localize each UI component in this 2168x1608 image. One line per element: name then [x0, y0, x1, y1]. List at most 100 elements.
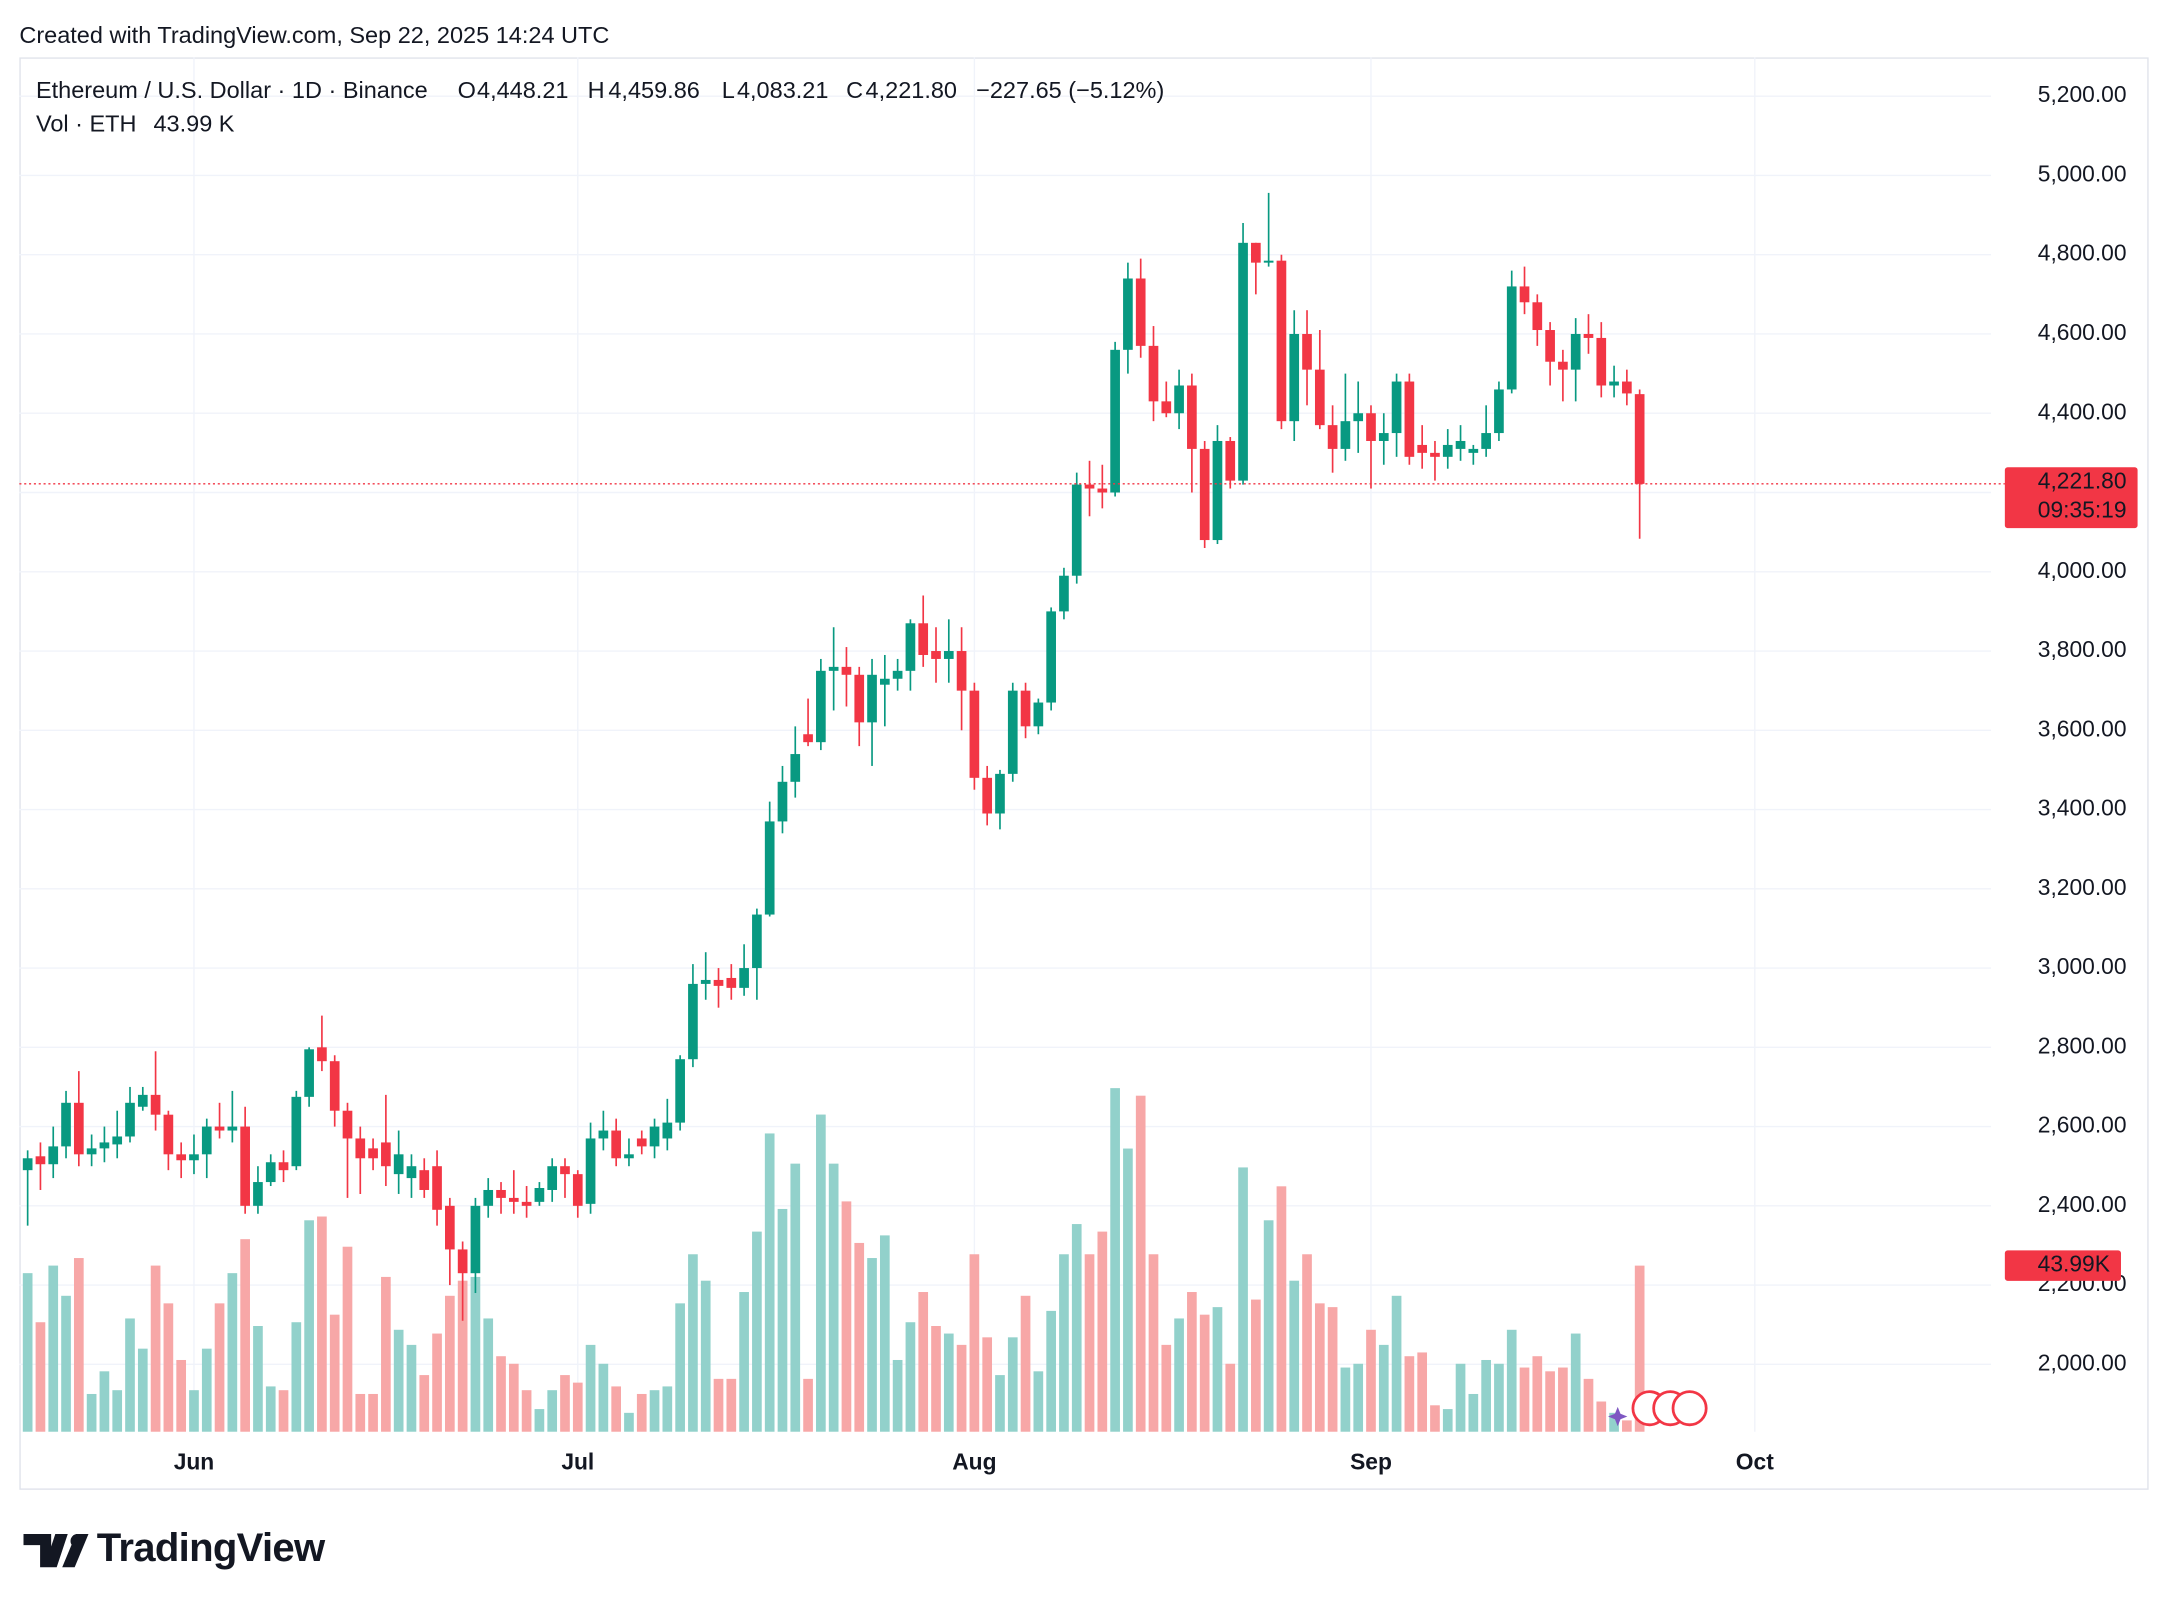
candle-body [432, 1166, 442, 1210]
volume-bar [304, 1220, 314, 1432]
last-volume-label: 43.99K [2038, 1251, 2110, 1277]
volume-bar [854, 1242, 865, 1432]
legend-key: C [846, 77, 863, 103]
candle-body [1212, 440, 1223, 541]
candle-body [969, 690, 980, 778]
candle-body [841, 666, 852, 675]
candle-body [1532, 302, 1543, 331]
volume-bar [368, 1393, 378, 1432]
volume-bar [137, 1348, 148, 1432]
volume-bar [1430, 1405, 1440, 1432]
volume-bar [176, 1359, 187, 1432]
candle-body [739, 968, 749, 988]
brand: TradingView [23, 1526, 327, 1570]
candle-body [1366, 413, 1376, 441]
volume-bar [764, 1133, 775, 1432]
candle-body [1148, 345, 1159, 402]
volume-bar [1110, 1088, 1120, 1432]
volume-bar [1135, 1095, 1146, 1432]
volume-bar [803, 1378, 813, 1432]
volume-bar [956, 1344, 967, 1432]
volume-bar [1570, 1333, 1581, 1432]
volume-bar [1519, 1367, 1530, 1432]
volume-bar [521, 1390, 532, 1432]
candle-body [982, 777, 993, 814]
volume-bar [201, 1348, 212, 1432]
candle-body [1558, 361, 1568, 370]
candle-body [86, 1148, 97, 1155]
candle-body [726, 977, 737, 988]
candle-body [1187, 385, 1197, 449]
volume-bar [150, 1265, 161, 1432]
candle-body [61, 1102, 71, 1147]
candle-body [1583, 333, 1594, 338]
volume-bar [879, 1235, 890, 1432]
candle-body [1059, 575, 1069, 612]
candle-body [675, 1059, 685, 1123]
candle-body [752, 914, 762, 969]
candle-body [150, 1094, 161, 1115]
candle-body [1238, 242, 1248, 481]
candle-body [253, 1182, 263, 1206]
volume-bar [1263, 1220, 1274, 1432]
candle-body [1391, 381, 1402, 434]
candle-body [329, 1061, 340, 1111]
volume-bar [342, 1246, 353, 1432]
candle-body [1071, 484, 1082, 576]
candle-body [662, 1122, 673, 1139]
chart-frame [19, 57, 2149, 1490]
candle-body [496, 1189, 506, 1198]
legend-key: L [722, 77, 735, 103]
volume-bar [1238, 1167, 1248, 1432]
volume-bar [227, 1273, 238, 1432]
volume-bar [675, 1303, 685, 1432]
volume-bar [1071, 1224, 1082, 1432]
brand-name: TradingView [97, 1526, 326, 1570]
volume-bar [48, 1265, 59, 1432]
candle-body [1161, 401, 1172, 414]
y-tick-label: 3,000.00 [2038, 953, 2127, 979]
candle-body [1340, 421, 1351, 449]
y-tick-label: 3,400.00 [2038, 795, 2127, 821]
volume-bar [1007, 1337, 1018, 1432]
candle-body [1046, 611, 1056, 703]
candle-body [304, 1049, 314, 1097]
candle-body [291, 1096, 302, 1167]
candle-body [1263, 260, 1274, 263]
candle-body [1033, 702, 1044, 727]
candle-body [1494, 389, 1504, 434]
symbol-title: Ethereum / U.S. Dollar · 1D · Binance [36, 77, 428, 103]
candle-body [700, 979, 711, 984]
candle-body [1123, 278, 1133, 350]
volume-bar [1033, 1371, 1044, 1432]
volume-bar [1378, 1344, 1389, 1432]
candle-body [508, 1197, 519, 1202]
candle-body [918, 623, 929, 655]
y-tick-label: 3,800.00 [2038, 636, 2127, 662]
volume-bar [278, 1390, 289, 1432]
candle-body [1481, 433, 1491, 449]
volume-bar [1455, 1363, 1466, 1432]
volume-bar [1276, 1186, 1287, 1432]
volume-bar [1289, 1280, 1300, 1432]
candle-body [48, 1146, 59, 1165]
candle-body [1570, 333, 1581, 370]
volume-bar [1391, 1295, 1402, 1432]
candle-body [1430, 452, 1440, 457]
volume-bar [99, 1371, 110, 1432]
volume-bar [1302, 1254, 1312, 1432]
last-price-label: 4,221.80 [2038, 468, 2127, 494]
volume-bar [572, 1382, 583, 1432]
volume-bar [1212, 1307, 1223, 1432]
candle-body [1251, 242, 1261, 263]
volume-bar [1609, 1412, 1619, 1432]
candle-body [1097, 488, 1108, 493]
candle-body [201, 1126, 212, 1155]
candle-body [1634, 394, 1645, 484]
volume-bar [1123, 1148, 1133, 1432]
volume-bar [265, 1386, 276, 1432]
candle-body [137, 1094, 148, 1107]
candle-body [317, 1047, 327, 1062]
legend-value: 4,083.21 [737, 77, 828, 103]
legend-value: 4,448.21 [477, 77, 568, 103]
